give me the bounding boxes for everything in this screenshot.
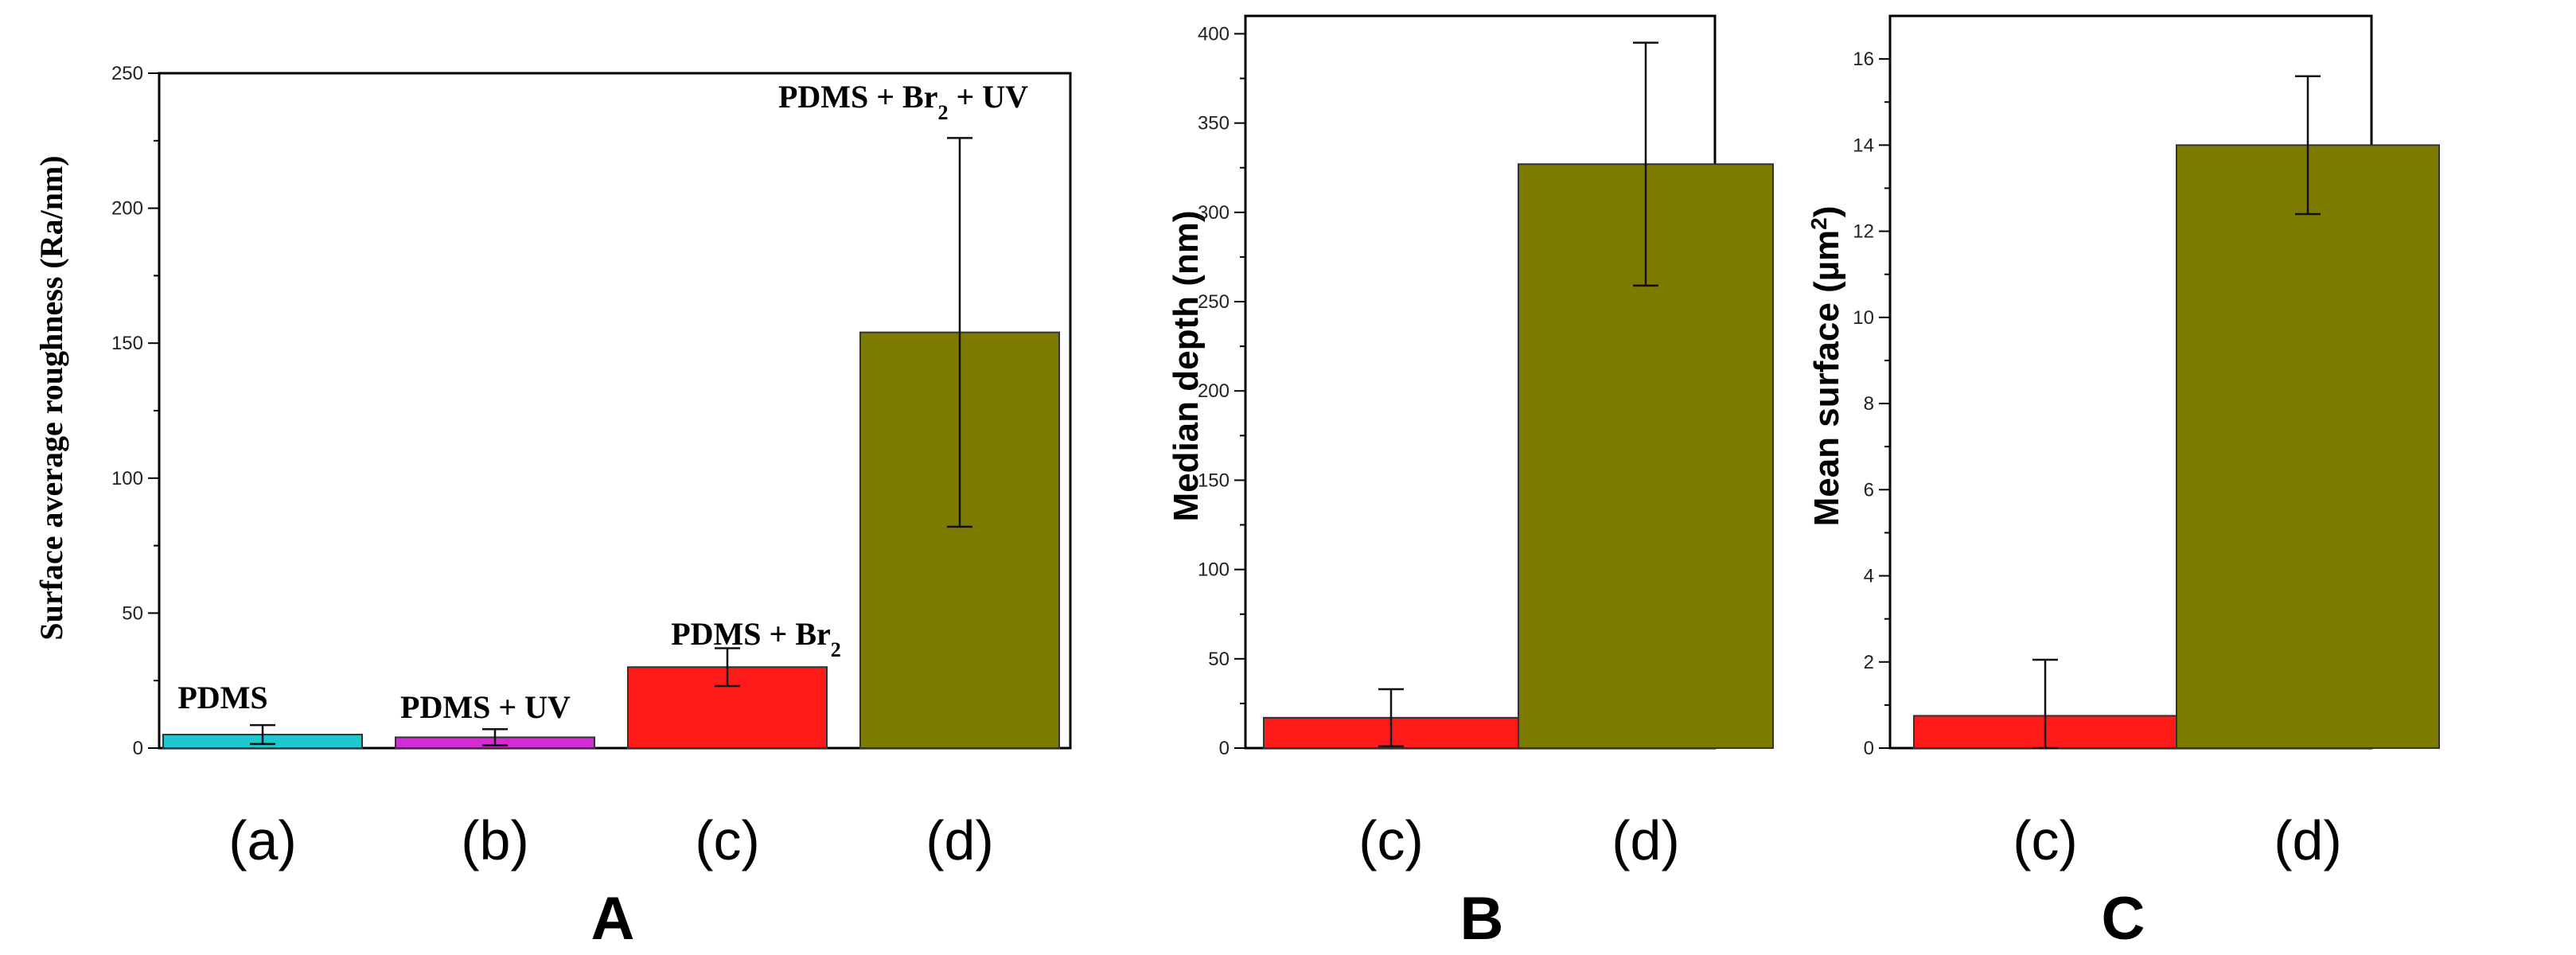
y-tick-label: 12 xyxy=(1853,221,1874,243)
bar-annotation: PDMS xyxy=(177,680,267,715)
panel-a-ylabel: Surface average roughness (Ra/nm) xyxy=(33,155,69,640)
panel-b-label: B xyxy=(1460,885,1504,953)
panel-b: Median depth (nm) 0 50 100 150 200 250 300 350 4… xyxy=(1167,14,1774,953)
y-tick-label: 0 xyxy=(1864,738,1874,759)
bar-annotation: PDMS + Br2 + UV xyxy=(778,79,1028,124)
bar-annotation: PDMS + UV xyxy=(400,689,571,725)
bar-d xyxy=(2176,144,2440,749)
panel-a: Surface average roughness (Ra/nm) 0 50 100… xyxy=(33,63,1072,953)
y-tick-label: 250 xyxy=(1198,291,1230,313)
y-tick-label: 10 xyxy=(1853,307,1874,329)
y-tick-label: 350 xyxy=(1198,113,1230,134)
y-tick-label: 300 xyxy=(1198,202,1230,224)
panel-c-ylabel: Mean surface (µm2) xyxy=(1806,206,1847,527)
y-tick-label: 200 xyxy=(1198,380,1230,402)
panel-c-ylabel-base: Mean surface (µm xyxy=(1807,230,1846,527)
panel-b-ylabel: Median depth (nm) xyxy=(1167,210,1206,521)
category-label: (c) xyxy=(2013,809,2078,871)
y-tick-label: 150 xyxy=(111,333,143,354)
y-tick-label: 250 xyxy=(111,63,143,84)
category-label: (c) xyxy=(695,809,760,871)
panel-c-plot: 0 2 4 6 8 10 12 14 16 (c) (d) xyxy=(1853,14,2440,871)
y-tick-label: 6 xyxy=(1864,479,1874,501)
y-tick-label: 100 xyxy=(1198,559,1230,581)
y-tick-label: 0 xyxy=(1219,738,1230,759)
y-tick-label: 150 xyxy=(1198,470,1230,491)
category-label: (c) xyxy=(1358,809,1424,871)
panel-c-ylabel-end: ) xyxy=(1807,206,1846,218)
category-label: (b) xyxy=(461,809,529,871)
panel-c-ylabel-sup: 2 xyxy=(1806,217,1831,230)
y-tick-label: 14 xyxy=(1853,134,1874,156)
y-tick-label: 0 xyxy=(133,738,143,759)
y-tick-label: 4 xyxy=(1864,566,1874,587)
category-label: (d) xyxy=(1611,809,1680,871)
panel-a-label: A xyxy=(591,885,635,953)
panel-c-label: C xyxy=(2102,885,2145,953)
y-tick-label: 16 xyxy=(1853,49,1874,70)
y-tick-label: 400 xyxy=(1198,23,1230,45)
category-label: (d) xyxy=(2274,809,2342,871)
y-tick-label: 50 xyxy=(122,602,143,624)
y-tick-label: 200 xyxy=(111,198,143,220)
category-label: (d) xyxy=(926,809,994,871)
y-tick-label: 2 xyxy=(1864,652,1874,673)
panel-b-plot: 0 50 100 150 200 250 300 350 400 (c) (d) xyxy=(1198,14,1774,871)
panel-a-plot: 0 50 100 150 200 250 (a) PDMS (b) PDMS + UV (c) PDM… xyxy=(111,63,1072,871)
y-tick-label: 100 xyxy=(111,468,143,489)
y-tick-label: 50 xyxy=(1208,649,1230,670)
bar-annotation: PDMS + Br2 xyxy=(671,616,841,661)
y-tick-label: 8 xyxy=(1864,393,1874,415)
category-label: (a) xyxy=(228,809,297,871)
